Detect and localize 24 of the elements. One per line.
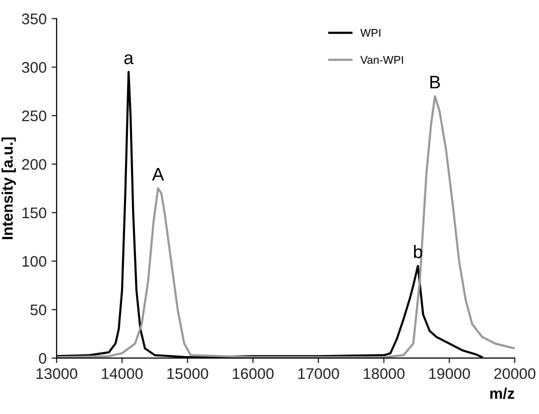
y-tick-label: 150 (22, 207, 46, 218)
y-tick-label: 200 (22, 158, 46, 170)
x-tick-label: 18000 (364, 368, 404, 380)
x-tick-label: 14000 (102, 368, 143, 380)
y-tick-label: 50 (30, 304, 46, 316)
annotation: b (414, 244, 422, 258)
annotation: B (430, 76, 440, 88)
legend-label: WPI (360, 29, 380, 37)
annotation: a (124, 54, 134, 64)
legend-label: Van-WPI (360, 56, 403, 64)
y-tick-label: 0 (38, 352, 46, 364)
x-tick-label: 16000 (232, 368, 274, 380)
y-axis-title: Intensity [a.u.] (2, 137, 16, 240)
y-tick-label: 350 (22, 14, 46, 24)
annotation: A (152, 168, 164, 180)
x-axis-title: m/z (490, 388, 514, 400)
x-tick-label: 19000 (429, 368, 470, 380)
y-tick-label: 100 (22, 256, 46, 267)
x-tick-label: 20000 (494, 368, 536, 380)
x-tick-label: 17000 (298, 368, 340, 380)
y-tick-label: 300 (22, 62, 46, 73)
x-tick-label: 13000 (36, 368, 78, 380)
y-tick-label: 250 (22, 110, 46, 122)
x-tick-label: 15000 (167, 368, 208, 380)
